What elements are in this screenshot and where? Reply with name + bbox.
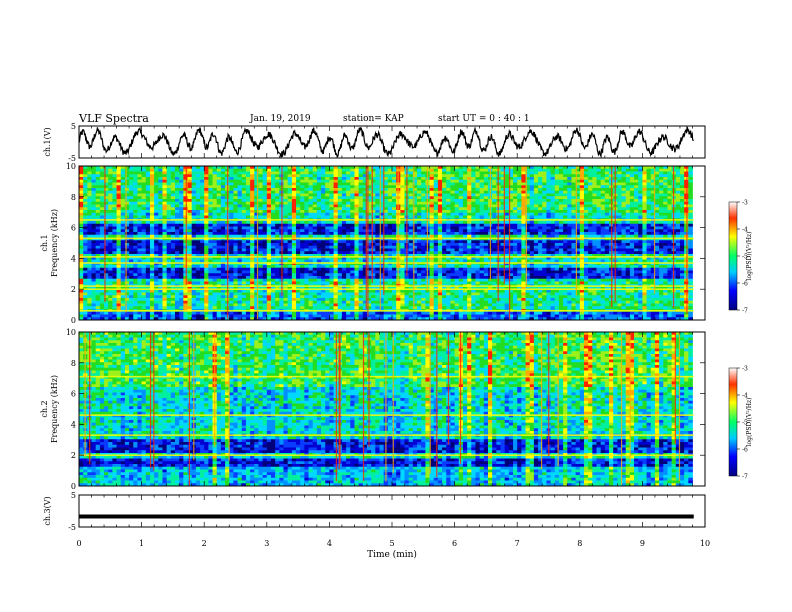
date-label: Jan. 19, 2019	[250, 114, 311, 124]
ch1-spectrogram-ytick-label: 2	[71, 285, 76, 294]
ch3-waveform-ylabel: ch.3(V)	[43, 496, 52, 525]
figure-title: VLF Spectra	[79, 112, 149, 125]
ch2-colorbar-label: log(PSD)(V²/Hz)	[746, 398, 753, 447]
ch1-spectrogram-panel	[78, 165, 706, 321]
ch2-colorbar: -7 -6 -5 -4 -3 log(PSD)(V²/Hz)	[728, 366, 753, 481]
colorbar-tick-label: -5	[742, 254, 748, 261]
ch1-spectrogram-ytick-label: 4	[71, 254, 76, 263]
ch1-spectrogram-ytick-label: 8	[71, 193, 76, 202]
ch2-spectrogram-ytick-label: 10	[66, 328, 76, 337]
x-tick-label: 1	[139, 539, 144, 548]
ch1-colorbar-label: log(PSD)(V²/Hz)	[746, 232, 753, 281]
ch1-waveform-ytick-label: -5	[68, 154, 76, 163]
x-tick-label: 5	[389, 539, 394, 548]
ch1-colorbar: -7 -6 -5 -4 -3 log(PSD)(V²/Hz)	[728, 200, 753, 315]
colorbar-tick-label: -4	[742, 393, 748, 400]
ch1-spectrogram-ytick-label: 0	[71, 316, 76, 325]
ch1-waveform-ylabel: ch.1(V)	[43, 127, 52, 156]
ch1-spectrogram-ytick-label: 10	[66, 162, 76, 171]
ch2-spectrogram-ytick-label: 4	[71, 420, 76, 429]
ch2-spectrogram-ylabel-frequency: Frequency (kHz)	[50, 375, 59, 443]
x-tick-label: 7	[515, 539, 520, 548]
ch1-waveform-line	[78, 125, 694, 159]
ch1-waveform-ytick-label: 5	[71, 122, 76, 131]
ch2-spectrogram-panel	[78, 331, 706, 487]
x-tick-label: 4	[327, 539, 332, 548]
colorbar-tick-label: -5	[742, 420, 748, 427]
colorbar-tick-label: -4	[742, 227, 748, 234]
ch1-spectrogram-ylabel-channel: ch.1	[40, 234, 49, 251]
x-tick-label: 6	[452, 539, 457, 548]
colorbar-tick-label: -7	[742, 474, 748, 481]
start-ut-label: start UT = 0 : 40 : 1	[438, 114, 530, 124]
x-tick-label: 8	[577, 539, 582, 548]
x-tick-label: 0	[76, 539, 81, 548]
ch1-spectrogram-ytick-label: 6	[71, 224, 76, 233]
x-tick-label: 10	[700, 539, 710, 548]
ch1-spectrogram-ylabel-frequency: Frequency (kHz)	[50, 209, 59, 277]
colorbar-tick-label: -3	[742, 366, 748, 373]
ch3-waveform-ytick-label: 5	[71, 491, 76, 500]
ch2-spectrogram-ytick-label: 8	[71, 359, 76, 368]
colorbar-tick-label: -6	[742, 447, 748, 454]
colorbar-tick-label: -3	[742, 200, 748, 207]
x-tick-label: 2	[202, 539, 207, 548]
station-label: station= KAP	[343, 114, 404, 124]
ch3-waveform-ytick-label: -5	[68, 523, 76, 532]
ch2-spectrogram-ylabel-channel: ch.2	[40, 400, 49, 417]
ch2-spectrogram-ytick-label: 2	[71, 451, 76, 460]
x-axis-label: Time (min)	[367, 549, 417, 560]
x-tick-label: 3	[264, 539, 269, 548]
x-tick-label: 9	[640, 539, 645, 548]
colorbar-tick-label: -7	[742, 308, 748, 315]
ch2-spectrogram-ytick-label: 6	[71, 390, 76, 399]
ch2-spectrogram-ytick-label: 0	[71, 482, 76, 491]
colorbar-tick-label: -6	[742, 281, 748, 288]
